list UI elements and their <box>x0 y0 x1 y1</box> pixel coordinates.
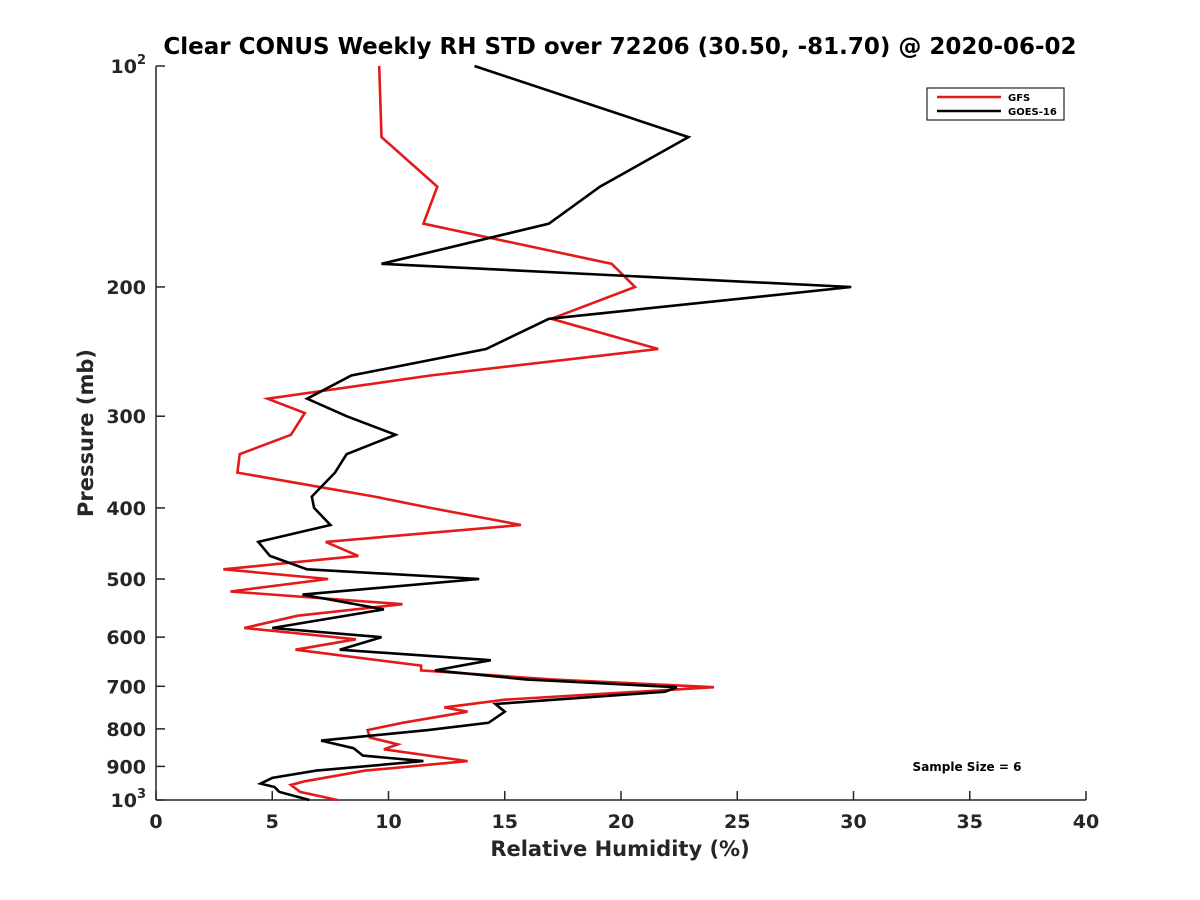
x-tick-label: 25 <box>724 811 750 833</box>
y-tick-label: 300 <box>106 406 146 428</box>
series-line-gfs <box>223 65 715 802</box>
x-tick-label: 15 <box>492 811 518 833</box>
x-tick-label: 0 <box>149 811 162 833</box>
x-tick-label: 30 <box>840 811 866 833</box>
x-axis: 0 5 10 15 20 25 30 35 40 <box>149 791 1099 833</box>
y-tick-label: 103 <box>111 787 147 812</box>
x-tick-label: 40 <box>1073 811 1099 833</box>
legend-label-gfs: GFS <box>1008 93 1030 104</box>
y-tick-label: 200 <box>106 277 146 299</box>
y-tick-label: 600 <box>106 627 146 649</box>
y-axis-label: Pressure (mb) <box>74 349 98 517</box>
legend-label-goes-16: GOES-16 <box>1008 107 1057 118</box>
y-tick-label: 800 <box>106 719 146 741</box>
series-layer <box>223 64 852 802</box>
x-tick-label: 5 <box>266 811 279 833</box>
y-tick-label: 400 <box>106 498 146 520</box>
series-line-goes-16 <box>255 64 852 802</box>
sample-size-annotation: Sample Size = 6 <box>913 760 1022 774</box>
y-tick-label: 500 <box>106 569 146 591</box>
y-tick-label: 700 <box>106 676 146 698</box>
chart-title: Clear CONUS Weekly RH STD over 72206 (30… <box>163 34 1076 60</box>
y-axis: 102 200 300 400 500 600 700 800 900 103 <box>106 53 165 812</box>
legend-box <box>926 87 1065 121</box>
legend: GFS GOES-16 <box>926 87 1065 121</box>
x-tick-label: 10 <box>375 811 401 833</box>
x-tick-label: 20 <box>608 811 634 833</box>
y-tick-label: 900 <box>106 756 146 778</box>
x-tick-label: 35 <box>957 811 983 833</box>
x-axis-label: Relative Humidity (%) <box>490 837 749 861</box>
y-tick-label: 102 <box>111 53 147 78</box>
